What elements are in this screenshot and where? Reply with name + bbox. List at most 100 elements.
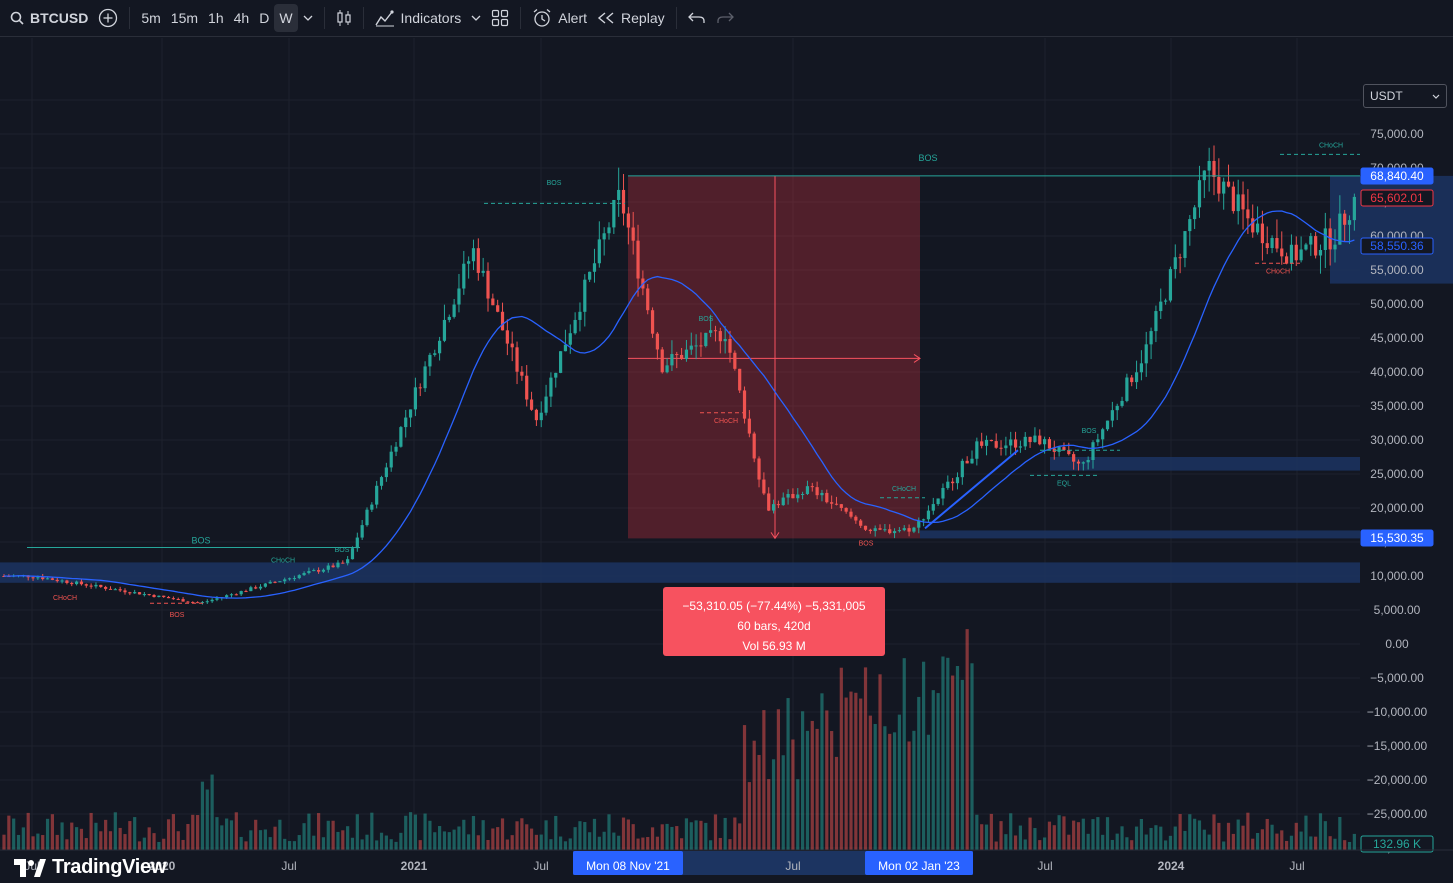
add-circle-icon (99, 8, 118, 28)
interval-15m[interactable]: 15m (170, 10, 199, 26)
volume-bar (137, 841, 142, 850)
candle (297, 575, 301, 579)
volume-bar (16, 834, 21, 850)
volume-bar (1318, 813, 1323, 850)
candle (1013, 439, 1018, 448)
price-tick: 40,000.00 (1370, 365, 1424, 379)
volume-bar (1352, 833, 1356, 850)
replay-button[interactable]: Replay (592, 4, 670, 32)
candle (113, 589, 117, 591)
layout-button[interactable] (486, 4, 514, 32)
structure-annotations: BOS BOS BOS BOS BOS BOS BOS BOS CHoCH CHoCH CHoCH C… (53, 143, 1343, 619)
volume-bar (1289, 835, 1294, 850)
candle (263, 583, 267, 587)
candle (1033, 435, 1037, 443)
volume-bar (1251, 838, 1255, 850)
interval-4h[interactable]: 4h (233, 10, 250, 26)
volume-bar (922, 661, 926, 850)
price-tick: 0.00 (1385, 637, 1409, 651)
volume-bar (892, 732, 897, 850)
volume-bar (1154, 825, 1158, 850)
candle (457, 288, 461, 305)
volume-bar (152, 833, 156, 850)
volume-bar (210, 774, 214, 850)
candle (718, 331, 722, 342)
volume-bar (75, 827, 79, 850)
volume-bar (287, 841, 292, 850)
candle (559, 351, 563, 373)
volume-bar (1105, 817, 1110, 850)
volume-bar (408, 812, 413, 850)
interval-1h[interactable]: 1h (208, 10, 224, 26)
volume-bar (123, 834, 127, 850)
candle (1164, 300, 1168, 302)
price-tick: 5,000.00 (1374, 603, 1421, 617)
volume-bar (360, 839, 364, 850)
volume-bar (917, 696, 921, 850)
volume-bar (588, 832, 592, 850)
volume-bar (1314, 836, 1318, 850)
candle (1047, 439, 1052, 449)
interval-dropdown[interactable] (298, 4, 318, 32)
price-chart[interactable]: BOS BOS BOS BOS BOS BOS BOS BOS CHoCH CHoCH CHoCH C… (0, 38, 1453, 883)
undo-button[interactable] (683, 4, 711, 32)
chevron-down-icon (471, 15, 481, 21)
candle (965, 460, 969, 464)
time-tick: 2021 (401, 859, 428, 873)
candle (742, 390, 747, 419)
volume-bar (994, 841, 998, 850)
volume-bar (791, 739, 795, 850)
redo-button[interactable] (711, 4, 739, 32)
volume-bar (902, 658, 906, 850)
alert-button[interactable]: Alert (527, 4, 592, 32)
candle (1217, 177, 1221, 194)
chevron-down-icon (1432, 94, 1440, 99)
volume-bar (883, 726, 887, 850)
candle (442, 319, 447, 341)
candle (292, 578, 296, 580)
indicators-dropdown[interactable] (466, 4, 486, 32)
symbol-search-button[interactable]: BTCUSD (0, 4, 93, 32)
volume-bar (94, 822, 98, 850)
candle (481, 270, 485, 273)
measure-bars: 60 bars, 420d (737, 619, 811, 633)
candle (1236, 194, 1240, 212)
tradingview-logo-text: TradingView (52, 856, 167, 878)
candle (830, 502, 834, 504)
volume-bar (675, 826, 679, 850)
candle (791, 493, 795, 499)
interval-5m[interactable]: 5m (141, 10, 161, 26)
time-range-start-box (573, 851, 683, 875)
candle (45, 578, 50, 580)
candle (123, 590, 127, 593)
volume-bar (99, 831, 103, 850)
candle (75, 581, 79, 585)
volume-bars (2, 629, 1356, 850)
time-tick: Jul (281, 859, 296, 873)
candle (975, 441, 979, 459)
price-tick: −5,000.00 (1370, 671, 1424, 685)
volume-bar (234, 812, 238, 850)
indicators-button[interactable]: Indicators (370, 4, 467, 32)
candle (515, 347, 519, 372)
compare-symbol-button[interactable] (93, 4, 123, 32)
candle (936, 498, 940, 505)
candle (1188, 219, 1192, 232)
volume-bar (283, 838, 287, 850)
candle (31, 577, 35, 579)
candle (955, 477, 960, 484)
candle (1115, 405, 1119, 411)
volume-bar (670, 826, 674, 850)
interval-w[interactable]: W (274, 4, 298, 32)
volume-bar (104, 819, 108, 850)
tradingview-logo[interactable]: TradingView (14, 856, 166, 879)
chart-pane[interactable]: BOS BOS BOS BOS BOS BOS BOS BOS CHoCH CHoCH CHoCH C… (0, 38, 1453, 883)
currency-select[interactable]: USDT (1363, 84, 1447, 108)
volume-bar (544, 820, 548, 850)
volume-bar (617, 835, 621, 850)
chart-type-button[interactable] (331, 4, 357, 32)
time-tick: Jul (1037, 859, 1052, 873)
interval-d[interactable]: D (259, 10, 270, 26)
volume-bar (762, 710, 766, 850)
volume-bar (70, 822, 74, 850)
